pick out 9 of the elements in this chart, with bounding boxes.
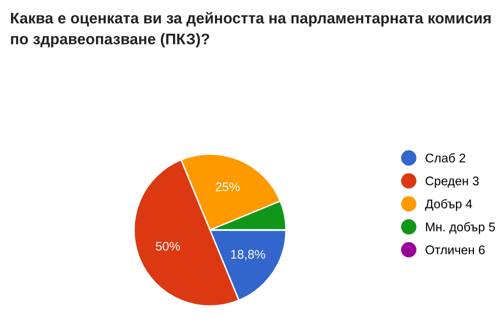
data-label: 50% (156, 242, 180, 251)
data-label: 25% (216, 182, 240, 192)
legend-label: Мн. добър 5 (426, 222, 495, 234)
legend-label: Слаб 2 (426, 153, 466, 162)
data-label: 18,8% (231, 250, 266, 260)
legend-label: Отличен 6 (426, 245, 485, 254)
legend-label: Добър 4 (425, 199, 472, 211)
legend-label: Среден 3 (426, 176, 479, 188)
chart-title: Каква е оценката ви за дейността на парламентарната комисия по здравеопазване (ПКЗ)? (11, 12, 491, 48)
